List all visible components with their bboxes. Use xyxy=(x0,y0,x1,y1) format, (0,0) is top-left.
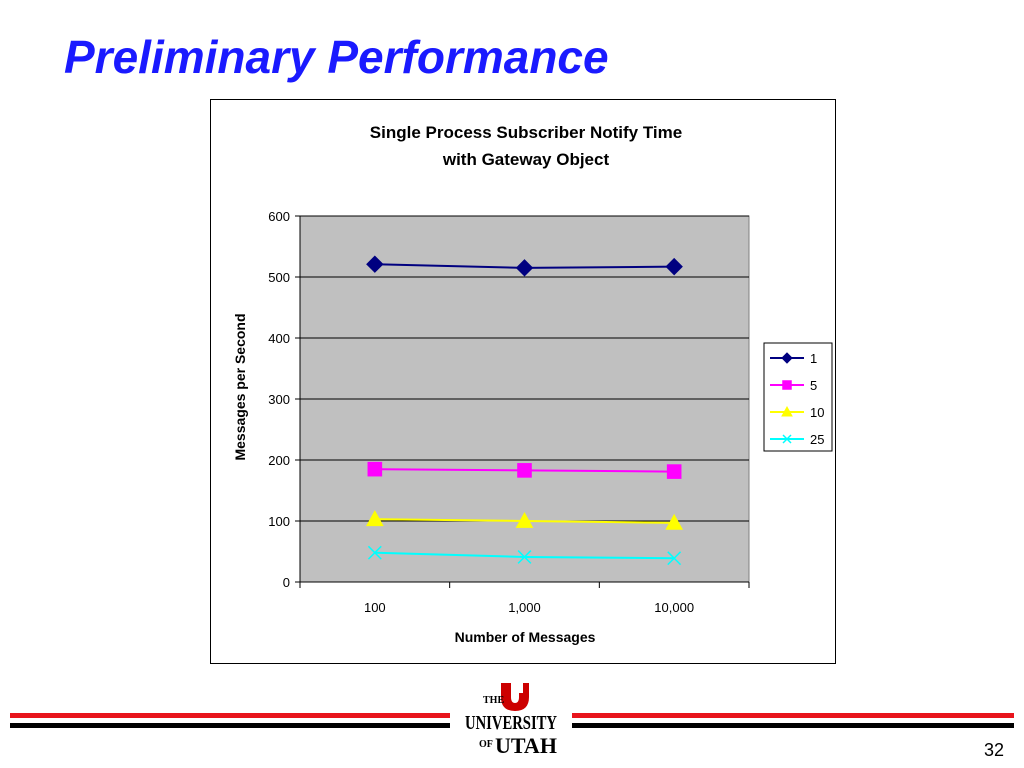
data-point-1 xyxy=(665,257,683,276)
data-point-10 xyxy=(365,510,384,527)
y-tick-label: 500 xyxy=(268,270,290,285)
y-tick-label: 100 xyxy=(268,514,290,529)
slide-title: Preliminary Performance xyxy=(64,31,609,83)
footer-black-line-left xyxy=(10,723,450,728)
y-axis-title: Messages per Second xyxy=(232,313,248,460)
legend-marker-5 xyxy=(782,380,792,390)
data-point-5 xyxy=(367,461,383,477)
logo-university: UNIVERSITY xyxy=(465,712,557,734)
y-tick-label: 400 xyxy=(268,331,290,346)
data-point-10 xyxy=(515,511,534,528)
chart-title: Single Process Subscriber Notify Time xyxy=(370,123,682,142)
data-point-1 xyxy=(366,255,384,273)
legend-label-1: 1 xyxy=(810,351,817,366)
x-tick-label: 10,000 xyxy=(654,600,694,615)
y-tick-label: 200 xyxy=(268,453,290,468)
legend-label-10: 10 xyxy=(810,405,824,420)
x-tick-label: 1,000 xyxy=(508,600,541,615)
legend-box xyxy=(763,342,833,452)
legend-marker-1 xyxy=(781,352,793,364)
y-tick-label: 0 xyxy=(283,575,290,590)
footer-black-line-right xyxy=(572,723,1014,728)
university-of-utah-logo: THE UNIVERSITY OF UTAH xyxy=(465,683,557,758)
chart-frame: Single Process Subscriber Notify Time wi… xyxy=(210,99,836,664)
footer-red-line-left xyxy=(10,713,450,718)
data-point-25 xyxy=(667,551,682,566)
legend-marker-10 xyxy=(781,405,793,417)
data-point-5 xyxy=(666,464,682,479)
legend-marker-25 xyxy=(782,434,792,444)
page-number: 32 xyxy=(983,740,1004,760)
x-tick-label: 100 xyxy=(364,600,386,615)
logo-of: OF xyxy=(479,739,493,750)
u-block-icon xyxy=(501,683,529,711)
data-point-25 xyxy=(517,550,532,564)
chart-subtitle: with Gateway Object xyxy=(442,150,610,169)
legend-label-25: 25 xyxy=(810,432,824,447)
data-point-5 xyxy=(517,463,532,478)
footer-red-line-right xyxy=(572,713,1014,718)
x-axis-title: Number of Messages xyxy=(455,629,596,645)
y-tick-label: 300 xyxy=(268,392,290,407)
chart-svg: Single Process Subscriber Notify Time wi… xyxy=(232,123,833,645)
legend-label-5: 5 xyxy=(810,378,817,393)
logo-the: THE xyxy=(483,695,504,706)
y-tick-label: 600 xyxy=(268,209,290,224)
data-point-1 xyxy=(515,259,534,277)
logo-utah: UTAH xyxy=(495,733,557,758)
data-point-10 xyxy=(665,513,684,530)
data-point-25 xyxy=(367,545,382,560)
